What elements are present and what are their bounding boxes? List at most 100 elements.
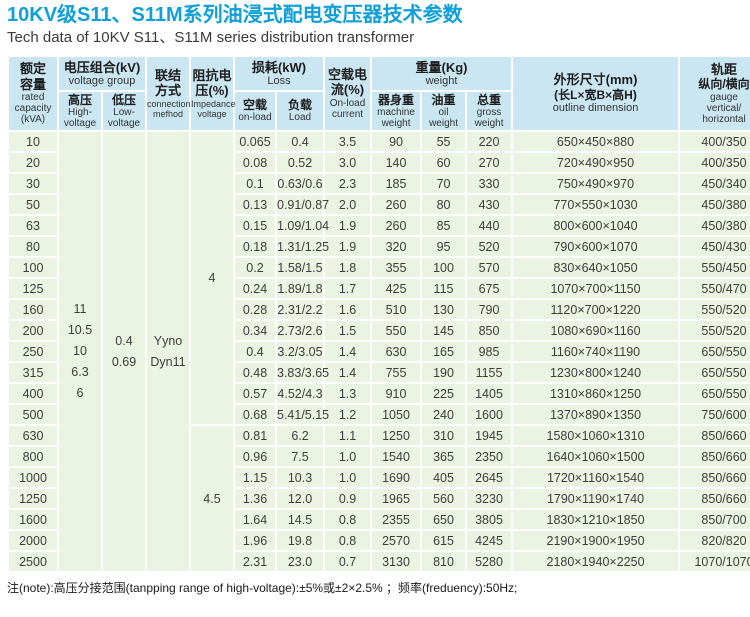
cell-no-load-loss: 0.08 [235, 153, 275, 172]
cell-gauge: 650/550 [680, 363, 750, 382]
cell-load-loss: 5.41/5.15 [277, 405, 329, 424]
page-title: 10KV级S11、S11M系列油浸式配电变压器技术参数 [7, 4, 463, 26]
cell-outline-dimension: 1070×700×1150 [513, 279, 679, 298]
table-row: 30 0.1 0.63/0.6 2.3 185 70 330 750×490×970 450/3… [9, 174, 750, 193]
cell-oil-weight: 85 [422, 216, 466, 235]
cell-gross-weight: 440 [467, 216, 512, 235]
header-connection-zh: 联结 方式 [154, 68, 181, 99]
cell-gross-weight: 1600 [467, 405, 512, 424]
cell-no-load-loss: 0.1 [235, 174, 275, 193]
header-rated-capacity-en: rated capacity (kVA) [14, 92, 52, 126]
cell-gauge: 850/660 [680, 447, 750, 466]
cell-gauge: 450/430 [680, 237, 750, 256]
cell-outline-dimension: 790×600×1070 [513, 237, 679, 256]
header-voltage-group-zh: 电压组合(kV) [63, 59, 141, 75]
cell-load-loss: 23.0 [277, 552, 324, 571]
cell-no-load-current: 2.3 [325, 174, 371, 193]
table-row: 63 0.15 1.09/1.04 1.9 260 85 440 800×600×1040 45… [9, 216, 750, 235]
cell-machine-weight: 1540 [372, 447, 421, 466]
cell-gross-weight: 5280 [467, 552, 512, 571]
header-no-load-current: 空载电 流(%) On-load current [325, 57, 371, 130]
cell-gross-weight: 1945 [467, 426, 512, 445]
header-gross-weight-zh: 总重 [477, 92, 502, 107]
cell-no-load-loss: 0.4 [235, 342, 275, 361]
header-dimension-zh2: (长L×宽B×高H) [554, 87, 637, 102]
table-row: 80 0.18 1.31/1.25 1.9 320 95 520 790×600×1070 45… [9, 237, 750, 256]
header-machine-weight: 器身重 machine weight [372, 92, 421, 130]
cell-gauge: 400/350 [680, 153, 750, 172]
cell-gauge: 820/820 [680, 531, 750, 550]
cell-machine-weight: 3130 [372, 552, 421, 571]
cell-oil-weight: 115 [422, 279, 466, 298]
cell-gross-weight: 850 [467, 321, 512, 340]
cell-load-loss: 6.2 [277, 426, 324, 445]
cell-gross-weight: 790 [467, 300, 512, 319]
table-row: 1600 1.64 14.5 0.8 2355 650 3805 1830×1210×1850… [9, 510, 750, 529]
cell-gauge: 550/520 [680, 300, 750, 319]
cell-outline-dimension: 1580×1060×1310 [513, 426, 679, 445]
cell-rated-capacity: 30 [9, 174, 57, 193]
cell-no-load-loss: 1.36 [235, 489, 275, 508]
header-weight-zh: 重量(Kg) [415, 59, 468, 75]
cell-gauge: 550/450 [680, 258, 750, 277]
cell-machine-weight: 425 [372, 279, 421, 298]
cell-gauge: 650/550 [680, 342, 750, 361]
cell-machine-weight: 90 [372, 132, 421, 151]
header-high-voltage: 高压 High- voltage [59, 92, 101, 130]
cell-outline-dimension: 2180×1940×2250 [513, 552, 679, 571]
cell-load-loss: 0.52 [277, 153, 324, 172]
cell-no-load-current: 0.8 [325, 510, 371, 529]
cell-load-loss: 10.3 [277, 468, 324, 487]
cell-load-loss: 7.5 [277, 447, 324, 466]
cell-no-load-loss: 0.81 [235, 426, 275, 445]
cell-machine-weight: 260 [372, 216, 421, 235]
cell-outline-dimension: 1720×1160×1540 [513, 468, 679, 487]
cell-load-loss: 12.0 [277, 489, 324, 508]
cell-gauge: 850/660 [680, 426, 750, 445]
cell-machine-weight: 2355 [372, 510, 421, 529]
cell-gauge: 850/660 [680, 468, 750, 487]
table-row: 200 0.34 2.73/2.6 1.5 550 145 850 1080×690×1160… [9, 321, 750, 340]
cell-load-loss: 1.89/1.8 [277, 279, 324, 298]
table-row: 10 11 10.5 10 6.3 6 0.4 0.69 Yyno Dyn11 4 0.065 0.4 3… [9, 132, 750, 571]
cell-oil-weight: 145 [422, 321, 466, 340]
table-row: 100 0.2 1.58/1.5 1.8 355 100 570 830×640×1050 55… [9, 258, 750, 277]
header-oil-weight-zh: 油重 [431, 92, 456, 107]
cell-oil-weight: 55 [422, 132, 466, 151]
cell-gross-weight: 985 [467, 342, 512, 361]
cell-oil-weight: 190 [422, 363, 466, 382]
cell-machine-weight: 355 [372, 258, 421, 277]
header-dimension-zh: 外形尺寸(mm) [553, 72, 638, 88]
cell-no-load-current: 1.1 [325, 426, 371, 445]
header-loss: 损耗(kW) Loss [235, 57, 324, 90]
cell-no-load-loss: 0.18 [235, 237, 275, 256]
header-loss-no-load: 空载 on-load [235, 92, 275, 130]
cell-load-loss: 2.31/2.2 [277, 300, 324, 319]
cell-rated-capacity: 315 [9, 363, 57, 382]
table-row: 630 4.5 0.81 6.2 1.1 1250 310 1945 1580×1060×131… [9, 426, 750, 571]
cell-load-loss: 4.52/4.3 [277, 384, 324, 403]
header-loss-load-zh: 负载 [288, 98, 313, 113]
cell-gross-weight: 3230 [467, 489, 512, 508]
cell-no-load-current: 1.0 [325, 447, 371, 466]
header-voltage-group: 电压组合(kV) voltage group [59, 57, 145, 90]
cell-outline-dimension: 1230×800×1240 [513, 363, 679, 382]
cell-outline-dimension: 1640×1060×1500 [513, 447, 679, 466]
cell-load-loss: 1.31/1.25 [277, 237, 329, 256]
cell-machine-weight: 510 [372, 300, 421, 319]
cell-gross-weight: 570 [467, 258, 512, 277]
cell-no-load-current: 1.0 [325, 468, 371, 487]
cell-no-load-current: 2.0 [325, 195, 371, 214]
cell-load-loss: 1.58/1.5 [277, 258, 324, 277]
cell-load-loss: 0.91/0.87 [277, 195, 329, 214]
cell-outline-dimension: 1120×700×1220 [513, 300, 679, 319]
cell-outline-dimension: 2190×1900×1950 [513, 531, 679, 550]
cell-no-load-loss: 1.64 [235, 510, 275, 529]
cell-no-load-current: 3.0 [325, 153, 371, 172]
cell-gross-weight: 220 [467, 132, 512, 151]
table-header: 额定 容量 rated capacity (kVA) 电压组合(kV) volt… [9, 57, 750, 130]
cell-load-loss: 3.83/3.65 [277, 363, 329, 382]
cell-no-load-current: 1.9 [325, 237, 371, 256]
cell-outline-dimension: 1080×690×1160 [513, 321, 679, 340]
cell-no-load-loss: 0.68 [235, 405, 275, 424]
